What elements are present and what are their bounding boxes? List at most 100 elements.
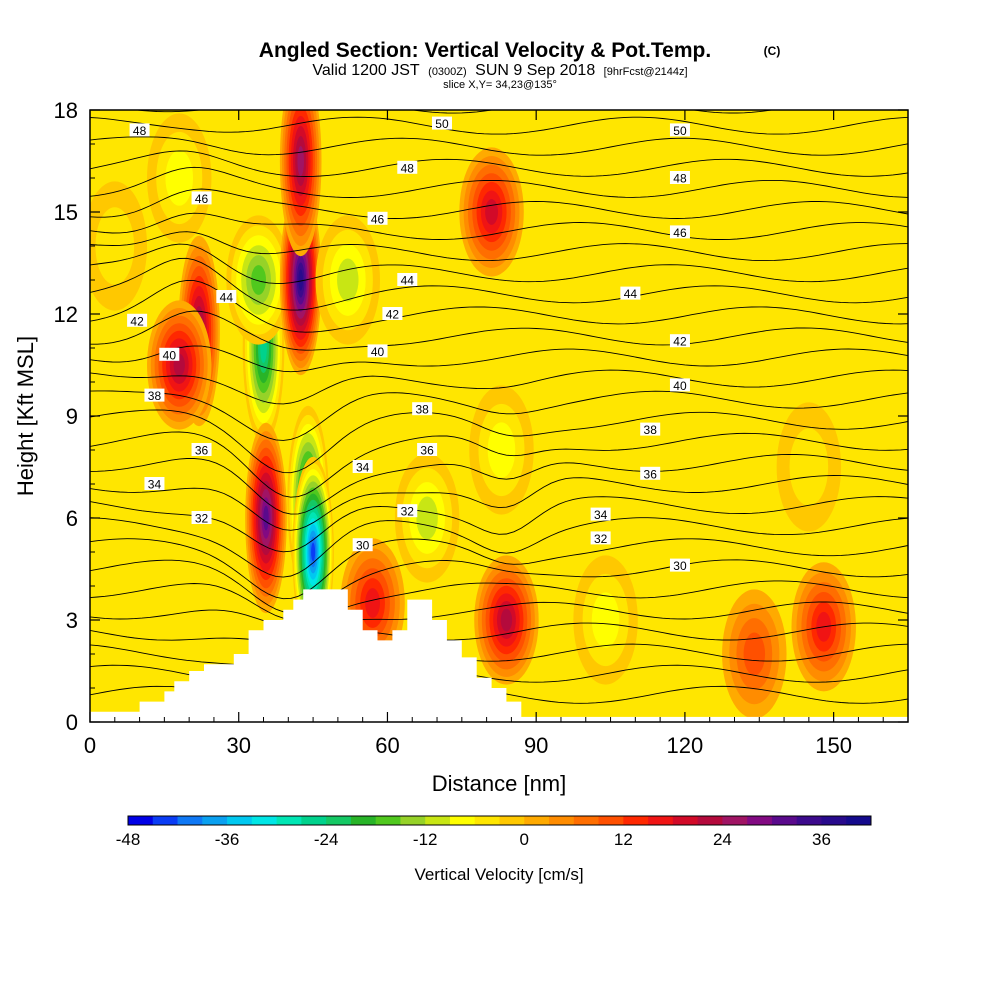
- isentrope-label: 30: [669, 558, 690, 573]
- isentrope-label: 42: [382, 307, 403, 322]
- isentrope-value: 50: [673, 124, 687, 138]
- colorbar-swatch: [672, 816, 699, 825]
- isentrope-value: 48: [133, 124, 147, 138]
- isentrope-line: [90, 601, 908, 628]
- colorbar-swatch: [449, 816, 476, 825]
- isentrope-value: 36: [644, 467, 658, 481]
- colorbar-tick-label: 36: [812, 830, 831, 849]
- isentrope-value: 30: [356, 539, 370, 553]
- isentrope-value: 30: [673, 559, 687, 573]
- valid-utc: (0300Z): [428, 66, 467, 78]
- isentrope-line: [90, 622, 908, 642]
- x-tick-label: 90: [524, 733, 548, 758]
- isentrope-label: 50: [431, 116, 452, 131]
- colorbar-swatch: [128, 816, 154, 825]
- velocity-contour-fill: [263, 505, 269, 531]
- isentrope-label: 44: [397, 273, 418, 288]
- isentrope-line: [90, 188, 908, 219]
- colorbar-swatch: [375, 816, 401, 825]
- velocity-contour-fill: [297, 145, 304, 177]
- colorbar-swatch: [821, 816, 847, 825]
- colorbar-tick-label: 12: [614, 830, 633, 849]
- isentrope-label: 36: [417, 443, 438, 458]
- isentrope-label: 44: [216, 290, 237, 305]
- colorbar-swatch: [648, 816, 674, 825]
- velocity-contour-fill: [789, 428, 829, 506]
- colorbar-swatch: [350, 816, 377, 825]
- colorbar-swatch: [549, 816, 575, 825]
- isentrope-value: 50: [435, 117, 449, 131]
- isentrope-line: [90, 345, 908, 373]
- isentrope-value: 40: [163, 348, 177, 362]
- y-tick-label: 15: [54, 200, 78, 225]
- y-tick-label: 0: [66, 710, 78, 735]
- isentrope-value: 38: [148, 389, 162, 403]
- isentrope-labels: 48 46 44 42 40 38 36 34 32 50 48 46 44 42 40 38 36 34 32 30…: [127, 116, 690, 573]
- colorbar-swatch: [573, 816, 600, 825]
- colorbar: -48 -36 -24 -12 0 12 24 36: [116, 815, 872, 849]
- velocity-contour-fill: [416, 496, 438, 540]
- isentrope-line: [90, 643, 908, 666]
- isentrope-label: 38: [640, 422, 661, 437]
- velocity-cell: [245, 422, 287, 614]
- velocity-contour-fill: [251, 265, 266, 295]
- x-axis: 0 30 60 90 120 150: [84, 110, 884, 758]
- chart-subtitle: Valid 1200 JST (0300Z) SUN 9 Sep 2018 [9…: [312, 62, 687, 79]
- x-tick-label: 150: [815, 733, 852, 758]
- isentrope-line: [90, 538, 908, 600]
- plot-area: 48 46 44 42 40 38 36 34 32 50 48 46 44 42 40 38 36 34 32 30…: [90, 110, 908, 722]
- velocity-contour-fill: [743, 632, 766, 676]
- isentrope-label: 40: [367, 344, 388, 359]
- isentrope-label: 42: [669, 334, 690, 349]
- isentrope-value: 46: [195, 192, 209, 206]
- isentrope-label: 32: [397, 504, 418, 519]
- isentrope-value: 36: [195, 444, 209, 458]
- isentrope-value: 38: [644, 423, 658, 437]
- isentrope-line: [90, 409, 908, 474]
- isentrope-label: 48: [669, 171, 690, 186]
- isentrope-line: [90, 231, 908, 262]
- colorbar-tick-label: 0: [520, 830, 529, 849]
- isentrope-label: 32: [590, 531, 611, 546]
- isentrope-label: 40: [669, 378, 690, 393]
- isentrope-line: [90, 150, 908, 177]
- isentrope-line: [90, 431, 908, 498]
- colorbar-swatch: [152, 816, 179, 825]
- velocity-contour-fill: [165, 150, 194, 206]
- terrain: [90, 589, 908, 722]
- isentrope-label: 30: [352, 538, 373, 553]
- colorbar-swatch: [796, 816, 822, 825]
- isentrope-value: 34: [356, 461, 370, 475]
- velocity-cell: [722, 589, 787, 719]
- isentrope-value: 38: [415, 403, 429, 417]
- isentrope-label: 38: [144, 388, 165, 403]
- isentrope-value: 48: [401, 161, 415, 175]
- isentrope-label: 36: [191, 443, 212, 458]
- velocity-cell: [776, 402, 842, 532]
- velocity-cell: [147, 113, 212, 243]
- colorbar-swatch: [623, 816, 649, 825]
- x-tick-label: 30: [226, 733, 250, 758]
- velocity-cell: [469, 385, 534, 515]
- isentrope-line: [90, 390, 908, 441]
- isentrope-value: 36: [420, 444, 434, 458]
- x-tick-label: 60: [375, 733, 399, 758]
- isentrope-value: 32: [594, 532, 608, 546]
- isentrope-label: 42: [127, 313, 148, 328]
- valid-date: SUN 9 Sep 2018: [475, 62, 595, 79]
- colorbar-swatch: [301, 816, 327, 825]
- velocity-cell: [279, 110, 322, 257]
- isentrope-value: 44: [401, 274, 415, 288]
- isentrope-line: [90, 475, 908, 531]
- colorbar-tick-label: 24: [713, 830, 732, 849]
- colorbar-frame: [127, 815, 872, 826]
- velocity-contour-fill: [485, 199, 499, 225]
- colorbar-swatch: [425, 816, 451, 825]
- velocity-contour-fill: [298, 269, 304, 291]
- isentrope-value: 34: [148, 478, 162, 492]
- y-tick-label: 3: [66, 608, 78, 633]
- isentrope-value: 40: [371, 345, 385, 359]
- isentrope-value: 48: [673, 172, 687, 186]
